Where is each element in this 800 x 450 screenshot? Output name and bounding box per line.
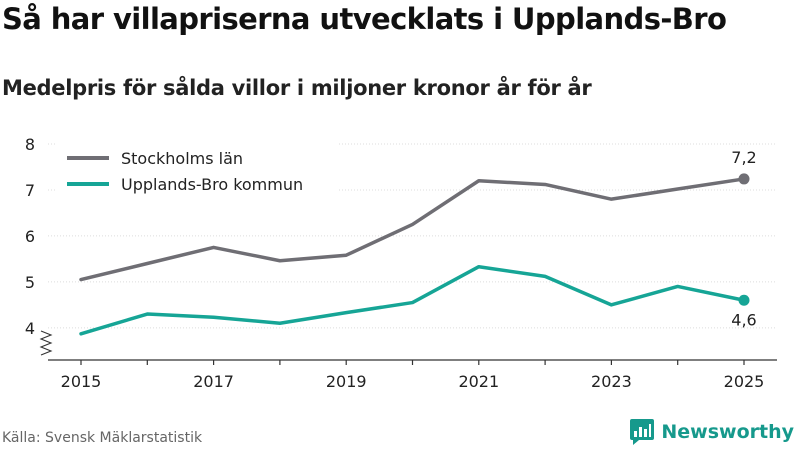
x-tick-label: 2015 xyxy=(61,372,102,391)
series-end-label: 4,6 xyxy=(731,310,756,329)
y-tick-label: 6 xyxy=(25,227,35,246)
y-tick-label: 5 xyxy=(25,273,35,292)
legend-label: Upplands-Bro kommun xyxy=(121,175,303,194)
series-line-stockholms-lan xyxy=(79,177,746,282)
newsworthy-logo-icon xyxy=(630,419,655,445)
x-tick-label: 2017 xyxy=(193,372,234,391)
legend-label: Stockholms län xyxy=(121,149,243,168)
line-chart: 4 5 6 7 8 2015 2017 2019 2021 2023 2025 7,2 4,6 Stock… xyxy=(25,135,777,391)
y-tick-label: 4 xyxy=(25,319,35,338)
chart-subtitle: Medelpris för sålda villor i miljoner kr… xyxy=(2,76,592,100)
series-end-point xyxy=(738,173,750,185)
x-tick-label: 2021 xyxy=(458,372,499,391)
y-tick-label: 7 xyxy=(25,181,35,200)
x-tick-label: 2025 xyxy=(724,372,765,391)
y-tick-label: 8 xyxy=(25,135,35,154)
brand: Newsworthy xyxy=(630,419,794,445)
series-end-label: 7,2 xyxy=(731,148,756,167)
x-tick-label: 2019 xyxy=(326,372,367,391)
chart-title: Så har villapriserna utvecklats i Upplan… xyxy=(2,2,727,36)
series-end-point xyxy=(738,294,750,306)
brand-name: Newsworthy xyxy=(661,421,794,443)
x-tick-label: 2023 xyxy=(591,372,632,391)
source-note: Källa: Svensk Mäklarstatistik xyxy=(2,430,203,446)
axis-break-icon xyxy=(39,330,53,356)
series-line-upplands-bro xyxy=(79,264,746,336)
legend-background xyxy=(57,143,337,195)
